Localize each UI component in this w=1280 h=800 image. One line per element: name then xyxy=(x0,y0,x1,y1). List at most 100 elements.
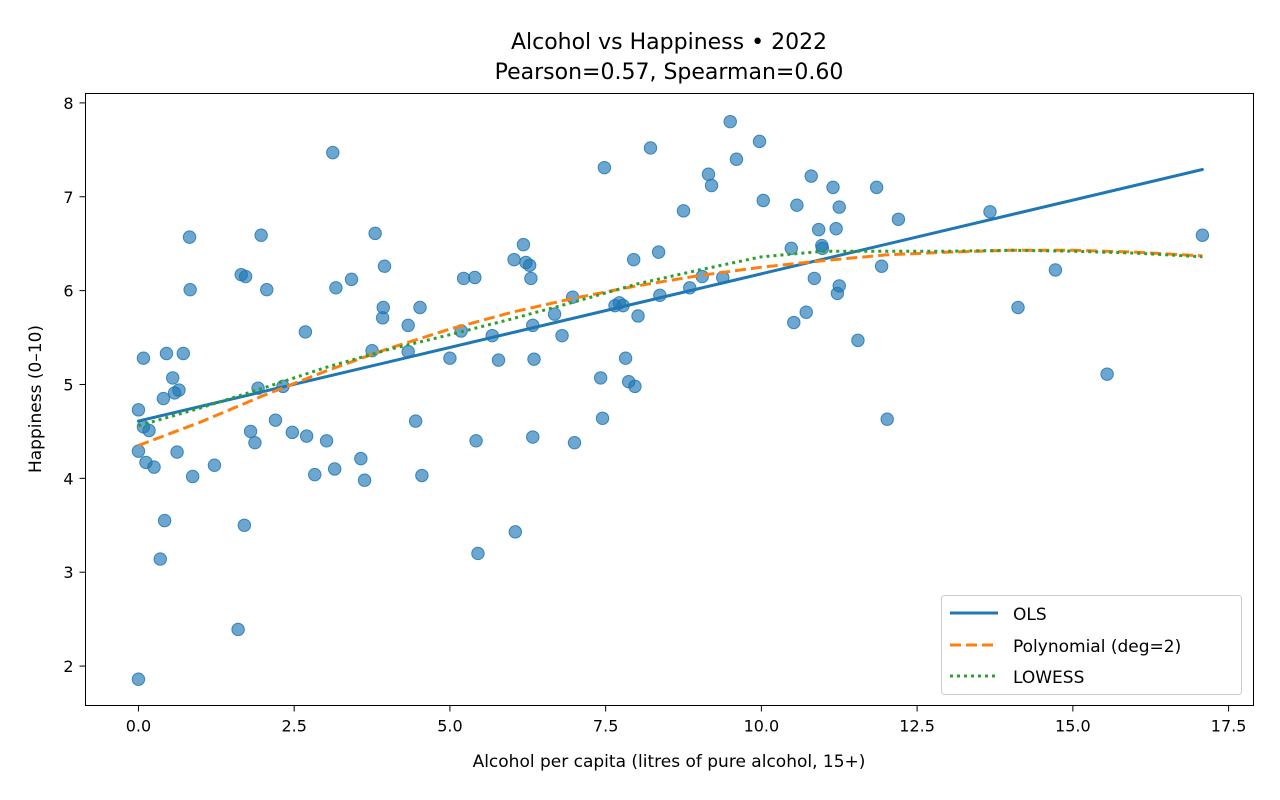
chart-title: Alcohol vs Happiness • 2022 xyxy=(511,30,827,55)
data-point xyxy=(869,180,884,195)
data-point xyxy=(643,141,658,155)
data-point xyxy=(880,412,894,426)
data-point xyxy=(159,346,174,361)
y-tick-label: 2 xyxy=(63,657,73,676)
data-point xyxy=(131,672,146,686)
data-point xyxy=(153,552,167,566)
data-point xyxy=(254,228,268,242)
data-point xyxy=(136,351,151,365)
data-point xyxy=(618,351,633,365)
y-tick-label: 3 xyxy=(63,563,73,582)
data-point xyxy=(456,271,471,286)
data-point xyxy=(507,252,521,267)
data-point xyxy=(172,383,186,397)
chart-subtitle: Pearson=0.57, Spearman=0.60 xyxy=(495,60,844,85)
data-point xyxy=(376,300,390,315)
data-point xyxy=(784,241,798,256)
data-point xyxy=(704,178,719,193)
data-point xyxy=(815,241,830,256)
data-point xyxy=(468,270,482,285)
data-point xyxy=(231,622,245,637)
y-axis-label: Happiness (0–10) xyxy=(26,325,46,473)
data-point xyxy=(1011,300,1025,315)
data-point xyxy=(142,423,156,438)
data-point xyxy=(826,180,840,195)
data-point xyxy=(329,281,343,295)
data-point xyxy=(651,245,666,259)
series-line-0 xyxy=(136,168,1204,423)
data-point xyxy=(354,451,368,466)
data-point xyxy=(829,221,843,236)
data-point xyxy=(701,167,716,181)
y-axis: 2 3 4 5 6 7 8 xyxy=(63,94,86,676)
y-tick-label: 4 xyxy=(63,469,73,488)
data-point xyxy=(804,169,818,183)
data-point xyxy=(891,212,906,226)
data-point xyxy=(752,134,767,149)
data-point xyxy=(555,328,569,343)
data-point xyxy=(1048,263,1063,277)
data-point xyxy=(131,403,146,417)
y-tick-label: 5 xyxy=(63,375,73,394)
data-point xyxy=(756,193,770,208)
data-point xyxy=(811,222,826,237)
legend-label-polynomial: Polynomial (deg=2) xyxy=(1013,637,1181,657)
y-tick-label: 8 xyxy=(63,94,73,113)
data-point xyxy=(676,204,691,218)
data-point xyxy=(207,458,222,472)
data-point xyxy=(298,325,313,339)
data-point xyxy=(597,160,612,175)
data-point xyxy=(268,413,283,427)
data-point xyxy=(516,237,531,252)
data-point xyxy=(729,152,744,166)
data-point xyxy=(527,352,541,366)
data-point xyxy=(326,145,340,160)
x-tick-label: 2.5 xyxy=(281,717,306,736)
x-tick-label: 15.0 xyxy=(1055,717,1091,736)
data-point xyxy=(491,353,506,367)
data-point xyxy=(182,230,197,244)
data-point xyxy=(344,272,359,287)
data-point xyxy=(526,430,540,444)
data-point xyxy=(851,333,865,348)
data-point xyxy=(874,259,889,273)
data-point xyxy=(248,435,262,450)
data-point xyxy=(631,309,645,323)
data-point xyxy=(327,462,342,476)
lines-layer xyxy=(136,168,1204,447)
legend-box xyxy=(941,595,1242,695)
data-point xyxy=(547,307,562,321)
data-point xyxy=(377,259,392,273)
x-tick-label: 17.5 xyxy=(1211,717,1247,736)
data-point xyxy=(243,424,258,439)
data-point xyxy=(593,371,608,385)
data-point xyxy=(176,346,191,361)
data-point xyxy=(166,371,180,385)
data-point xyxy=(626,252,641,267)
legend-label-lowess: LOWESS xyxy=(1013,668,1084,688)
data-point xyxy=(147,460,161,474)
x-tick-label: 12.5 xyxy=(899,717,935,736)
data-point xyxy=(357,473,372,487)
data-point xyxy=(628,379,642,394)
x-axis: 0.0 2.5 5.0 7.5 10.0 12.5 15.0 17.5 xyxy=(126,705,1247,736)
y-tick-label: 6 xyxy=(63,282,73,301)
series-line-1 xyxy=(137,248,1203,447)
data-point xyxy=(285,425,300,440)
data-point xyxy=(471,546,485,561)
data-point xyxy=(368,226,382,241)
data-point xyxy=(415,468,429,483)
plot-frame xyxy=(85,93,1254,706)
x-tick-label: 7.5 xyxy=(593,717,618,736)
data-point xyxy=(238,269,253,284)
data-point xyxy=(260,282,274,297)
data-point xyxy=(401,318,415,333)
data-point xyxy=(799,305,813,319)
data-point xyxy=(983,205,997,219)
data-point xyxy=(522,258,537,272)
data-point xyxy=(183,282,197,297)
x-tick-label: 10.0 xyxy=(744,717,780,736)
data-point xyxy=(170,445,184,459)
y-tick-label: 7 xyxy=(63,188,73,207)
